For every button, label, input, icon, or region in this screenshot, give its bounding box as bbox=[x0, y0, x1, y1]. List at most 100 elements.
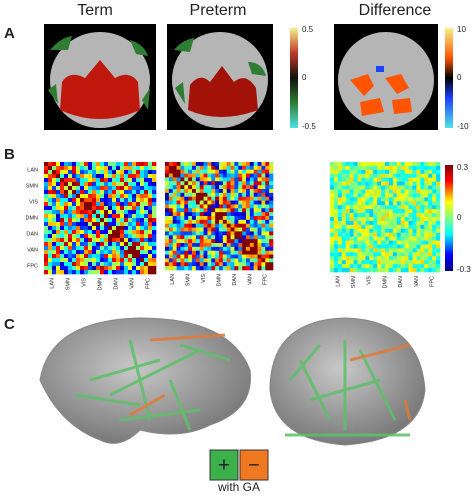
matrix-cell bbox=[404, 189, 409, 194]
matrix-cell bbox=[152, 250, 157, 255]
matrix-cell bbox=[211, 231, 216, 236]
matrix-cell bbox=[211, 177, 216, 182]
matrix-cell bbox=[400, 173, 405, 179]
matrix-cell bbox=[436, 169, 441, 175]
matrix-cell bbox=[261, 181, 266, 186]
matrix-cell bbox=[52, 162, 57, 167]
matrix-cell bbox=[373, 165, 378, 171]
matrix-cell bbox=[412, 240, 417, 245]
matrix-cell bbox=[148, 250, 153, 255]
matrix-cell bbox=[253, 262, 258, 267]
matrix-cell bbox=[165, 200, 170, 205]
matrix-cell bbox=[238, 169, 243, 174]
matrix-cell bbox=[428, 177, 433, 182]
matrix-cell bbox=[128, 206, 133, 211]
matrix-cell bbox=[333, 228, 339, 234]
matrix-cell bbox=[148, 162, 153, 167]
matrix-cell bbox=[436, 162, 441, 167]
matrix-cell bbox=[165, 250, 170, 255]
matrix-cell bbox=[128, 262, 133, 267]
matrix-cell bbox=[195, 243, 201, 248]
matrix-cell bbox=[176, 254, 181, 259]
matrix-cell bbox=[124, 202, 129, 207]
matrix-cell bbox=[361, 256, 366, 261]
matrix-cell bbox=[249, 243, 255, 248]
matrix-cell bbox=[369, 248, 374, 253]
matrix-cell bbox=[432, 252, 437, 257]
matrix-cell bbox=[84, 214, 89, 219]
matrix-cell bbox=[361, 162, 366, 167]
matrix-cell bbox=[80, 242, 85, 247]
matrix-cell bbox=[116, 242, 121, 247]
matrix-cell bbox=[400, 236, 405, 241]
matrix-cell bbox=[337, 256, 343, 261]
matrix-cell bbox=[152, 238, 157, 243]
legend-caption: with GA bbox=[217, 480, 260, 494]
matrix-cell bbox=[203, 262, 208, 267]
matrix-cell bbox=[80, 178, 85, 183]
matrix-cell bbox=[152, 186, 157, 191]
matrix-cell bbox=[56, 270, 61, 275]
network-label: SMN bbox=[186, 274, 192, 286]
matrix-cell bbox=[234, 254, 239, 259]
matrix-cell bbox=[84, 210, 89, 215]
matrix-cell bbox=[377, 189, 382, 194]
matrix-cell bbox=[207, 239, 212, 244]
matrix-cell bbox=[246, 185, 251, 190]
matrix-cell bbox=[385, 189, 390, 194]
matrix-cell bbox=[361, 177, 366, 182]
matrix-cell bbox=[140, 262, 145, 267]
matrix-cell bbox=[361, 205, 366, 210]
matrix-cell bbox=[92, 174, 97, 179]
matrix-cell bbox=[234, 262, 239, 267]
matrix-cell bbox=[361, 193, 366, 198]
matrix-cell bbox=[211, 189, 216, 194]
matrix-cell bbox=[392, 209, 398, 214]
matrix-cell bbox=[92, 178, 97, 183]
matrix-cell bbox=[337, 169, 343, 175]
matrix-cell bbox=[345, 224, 350, 230]
matrix-cell bbox=[68, 206, 73, 211]
matrix-cell bbox=[199, 173, 204, 178]
matrix-cell bbox=[96, 222, 101, 227]
matrix-cell bbox=[184, 173, 189, 178]
matrix-cell bbox=[124, 206, 129, 211]
matrix-cell bbox=[428, 252, 433, 257]
matrix-cell bbox=[416, 173, 421, 179]
matrix-cell bbox=[424, 173, 429, 179]
matrix-cell bbox=[44, 206, 49, 211]
matrix-cell bbox=[246, 250, 251, 255]
matrix-cell bbox=[261, 196, 266, 201]
network-label: DAN bbox=[26, 231, 38, 237]
matrix-cell bbox=[56, 250, 61, 255]
matrix-cell bbox=[353, 197, 358, 202]
matrix-cell bbox=[168, 239, 174, 244]
matrix-cell bbox=[199, 212, 204, 217]
matrix-cell bbox=[180, 231, 185, 236]
matrix-cell bbox=[180, 250, 185, 255]
matrix-cell bbox=[48, 246, 53, 251]
matrix-cell bbox=[168, 177, 174, 182]
matrix-cell bbox=[199, 223, 204, 228]
matrix-cell bbox=[396, 169, 402, 175]
matrix-cell bbox=[188, 266, 193, 271]
matrix-cell bbox=[112, 234, 117, 239]
matrix-cell bbox=[132, 202, 137, 207]
matrix-cell bbox=[165, 254, 170, 259]
matrix-cell bbox=[432, 213, 437, 218]
matrix-cell bbox=[416, 248, 421, 253]
matrix-cell bbox=[211, 227, 216, 232]
matrix-cell bbox=[56, 238, 61, 243]
matrix-cell bbox=[215, 189, 220, 194]
matrix-cell bbox=[230, 173, 235, 178]
matrix-cell bbox=[222, 189, 228, 194]
matrix-cell bbox=[369, 220, 374, 226]
matrix-cell bbox=[56, 166, 61, 171]
matrix-cell bbox=[165, 258, 170, 263]
matrix-cell bbox=[140, 210, 145, 215]
matrix-cell bbox=[148, 206, 153, 211]
matrix-cell bbox=[219, 189, 224, 194]
matrix-cell bbox=[192, 212, 197, 217]
matrix-cell bbox=[172, 192, 177, 198]
